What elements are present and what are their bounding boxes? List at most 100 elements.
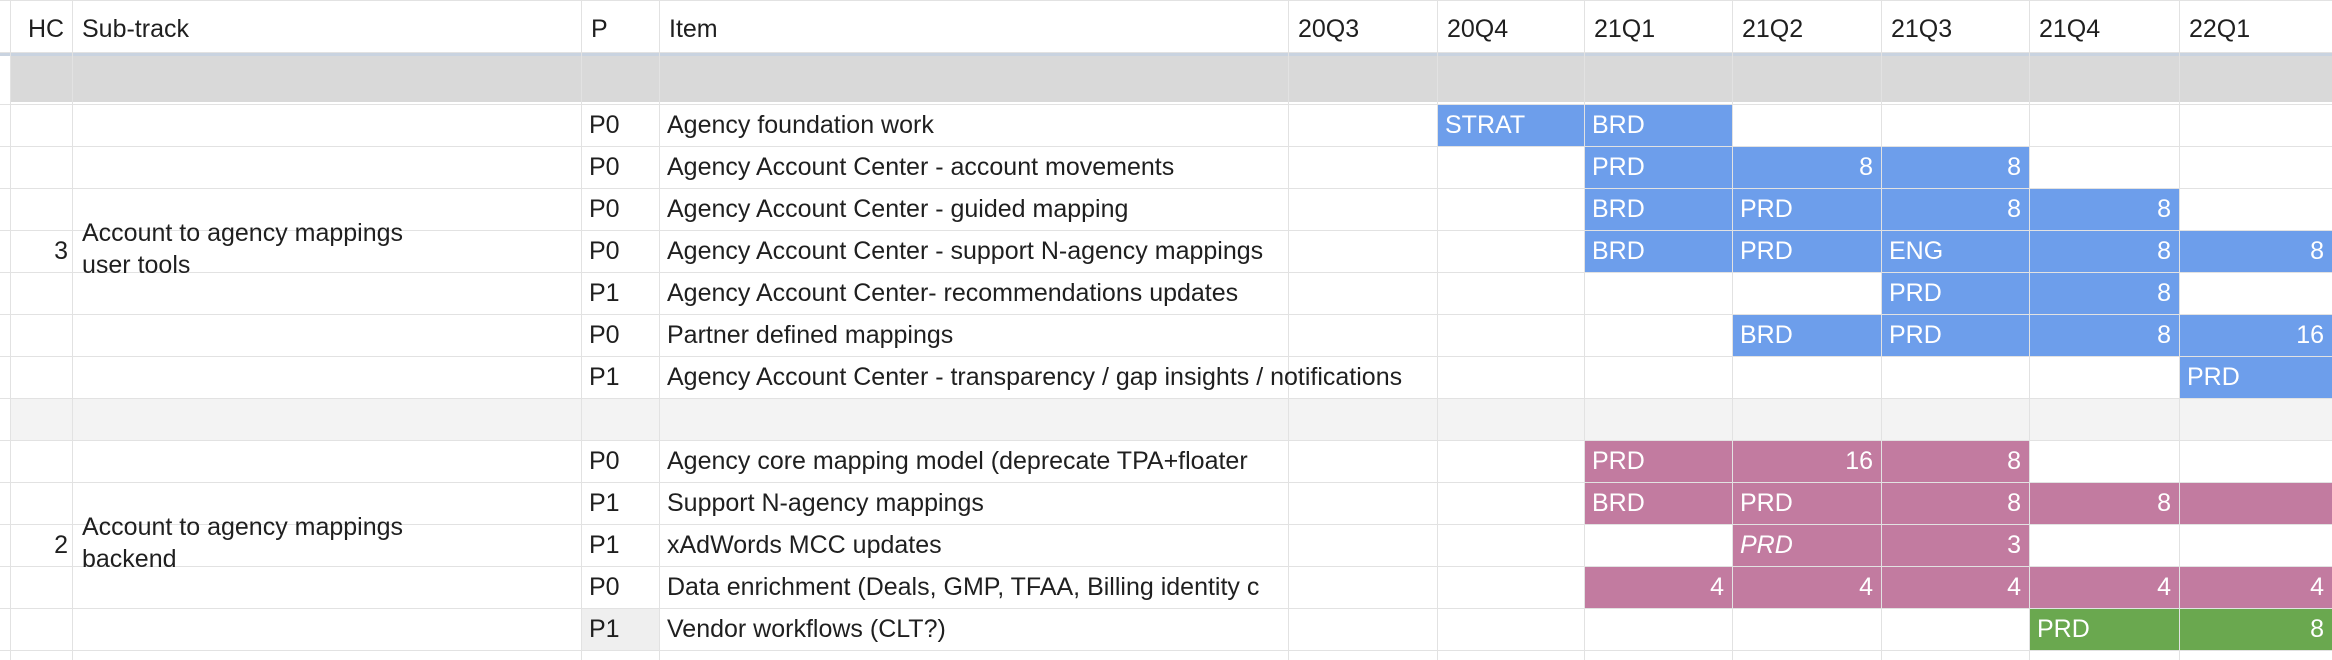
grid-line-vertical (1437, 0, 1438, 660)
section-separator-row (10, 56, 2332, 102)
item-cell[interactable]: Agency Account Center - support N-agency… (667, 237, 1264, 265)
gantt-bar-label: 8 (2007, 447, 2021, 475)
gantt-bar-label: PRD (2187, 363, 2240, 391)
gantt-bar-label: 8 (2157, 195, 2171, 223)
item-cell[interactable]: Agency Account Center - account movement… (667, 153, 1175, 181)
priority-cell[interactable]: P0 (589, 111, 620, 139)
gantt-bar-label: 4 (1710, 573, 1724, 601)
grid-line-horizontal (0, 482, 2332, 483)
gantt-bar-label: 4 (2007, 573, 2021, 601)
grid-line-vertical (2029, 0, 2030, 660)
gantt-bar-label: 8 (2157, 237, 2171, 265)
priority-cell[interactable]: P0 (589, 153, 620, 181)
column-header: Sub-track (82, 15, 189, 43)
gantt-bar-label: 3 (2007, 531, 2021, 559)
gantt-bar-label: 8 (2157, 489, 2171, 517)
grid-line-vertical (10, 0, 11, 660)
grid-line-horizontal (0, 104, 2332, 105)
grid-line-vertical (1584, 0, 1585, 660)
grid-line-vertical (72, 0, 73, 660)
column-header: Item (669, 15, 718, 43)
grid-line-horizontal (0, 0, 2332, 1)
item-cell[interactable]: Data enrichment (Deals, GMP, TFAA, Billi… (667, 573, 1260, 601)
gantt-bar-label: 16 (1845, 447, 1873, 475)
item-cell[interactable]: Vendor workflows (CLT?) (667, 615, 946, 643)
item-cell[interactable]: Agency core mapping model (deprecate TPA… (667, 447, 1248, 475)
grid-line-horizontal (0, 356, 2332, 357)
column-header: 22Q1 (2189, 15, 2251, 43)
column-header: 21Q1 (1594, 15, 1656, 43)
gantt-bar[interactable] (1584, 104, 1732, 146)
priority-cell[interactable]: P1 (589, 279, 620, 307)
gantt-bar-label: 8 (2007, 195, 2021, 223)
gantt-bar[interactable] (2029, 608, 2332, 650)
grid-line-vertical (1881, 0, 1882, 660)
gantt-bar[interactable] (1584, 482, 2332, 524)
gantt-bar-label: BRD (1592, 489, 1645, 517)
grid-line-horizontal (0, 650, 2332, 651)
gantt-bar[interactable] (2179, 356, 2332, 398)
gantt-bar-label: PRD (1592, 447, 1645, 475)
gantt-bar-label: 8 (2007, 489, 2021, 517)
grid-line-vertical (1732, 0, 1733, 660)
hc-value: 2 (54, 531, 68, 559)
gantt-bar-label: 8 (2310, 237, 2324, 265)
grid-line-horizontal (0, 146, 2332, 147)
priority-cell[interactable]: P1 (589, 615, 620, 643)
gantt-bar-label: BRD (1592, 111, 1645, 139)
gantt-bar-label: 4 (2157, 573, 2171, 601)
gantt-bar-label: PRD (2037, 615, 2090, 643)
gantt-bar-label: 8 (2157, 321, 2171, 349)
gantt-bar-label: PRD (1740, 489, 1793, 517)
column-header: 21Q3 (1891, 15, 1953, 43)
gantt-bar-label: BRD (1740, 321, 1793, 349)
priority-cell[interactable]: P0 (589, 447, 620, 475)
column-header: 21Q2 (1742, 15, 1804, 43)
priority-cell[interactable]: P0 (589, 237, 620, 265)
gantt-bar[interactable] (1584, 230, 2332, 272)
gantt-bar-label: 8 (2157, 279, 2171, 307)
priority-cell[interactable]: P0 (589, 195, 620, 223)
gantt-bar[interactable] (1437, 104, 1584, 146)
gantt-bar[interactable] (1584, 566, 2332, 608)
gantt-bar-label: BRD (1592, 195, 1645, 223)
item-cell[interactable]: Agency foundation work (667, 111, 934, 139)
item-cell[interactable]: Agency Account Center - transparency / g… (667, 363, 1403, 391)
grid-line-vertical (2179, 0, 2180, 660)
priority-cell[interactable]: P0 (589, 573, 620, 601)
gantt-bar-label: PRD (1592, 153, 1645, 181)
gantt-bar-label: BRD (1592, 237, 1645, 265)
group-separator-row (10, 398, 2332, 440)
column-header: 20Q4 (1447, 15, 1509, 43)
gantt-bar-label: 16 (2296, 321, 2324, 349)
priority-cell[interactable]: P1 (589, 489, 620, 517)
gantt-bar[interactable] (1881, 272, 2179, 314)
priority-cell[interactable]: P1 (589, 531, 620, 559)
gantt-bar-label: 4 (1859, 573, 1873, 601)
gantt-bar[interactable] (1732, 314, 2332, 356)
item-cell[interactable]: Agency Account Center- recommendations u… (667, 279, 1239, 307)
item-cell[interactable]: Partner defined mappings (667, 321, 954, 349)
column-header: HC (28, 15, 65, 43)
gantt-bar[interactable] (1584, 146, 2029, 188)
grid-line-vertical (1288, 0, 1289, 660)
grid-line-vertical (581, 0, 582, 660)
gantt-bar-label: PRD (1740, 237, 1793, 265)
priority-cell[interactable]: P1 (589, 363, 620, 391)
item-cell[interactable]: Agency Account Center - guided mapping (667, 195, 1129, 223)
grid-line-vertical (659, 0, 660, 660)
gantt-bar-label: ENG (1889, 237, 1944, 265)
grid-line-horizontal (0, 608, 2332, 609)
gantt-bar[interactable] (1732, 524, 2029, 566)
item-cell[interactable]: Support N-agency mappings (667, 489, 984, 517)
priority-cell[interactable]: P0 (589, 321, 620, 349)
grid-line-horizontal (0, 272, 2332, 273)
header-bottom-border (0, 52, 2332, 56)
subtrack-label: Account to agency mappings user tools (82, 219, 404, 279)
item-cell[interactable]: xAdWords MCC updates (667, 531, 942, 559)
gantt-bar[interactable] (1584, 440, 2029, 482)
gantt-bar-label: PRD (1889, 321, 1942, 349)
gantt-bar-label: PRD (1740, 195, 1793, 223)
gantt-bar-label: 8 (2310, 615, 2324, 643)
gantt-bar-label: 4 (2310, 573, 2324, 601)
